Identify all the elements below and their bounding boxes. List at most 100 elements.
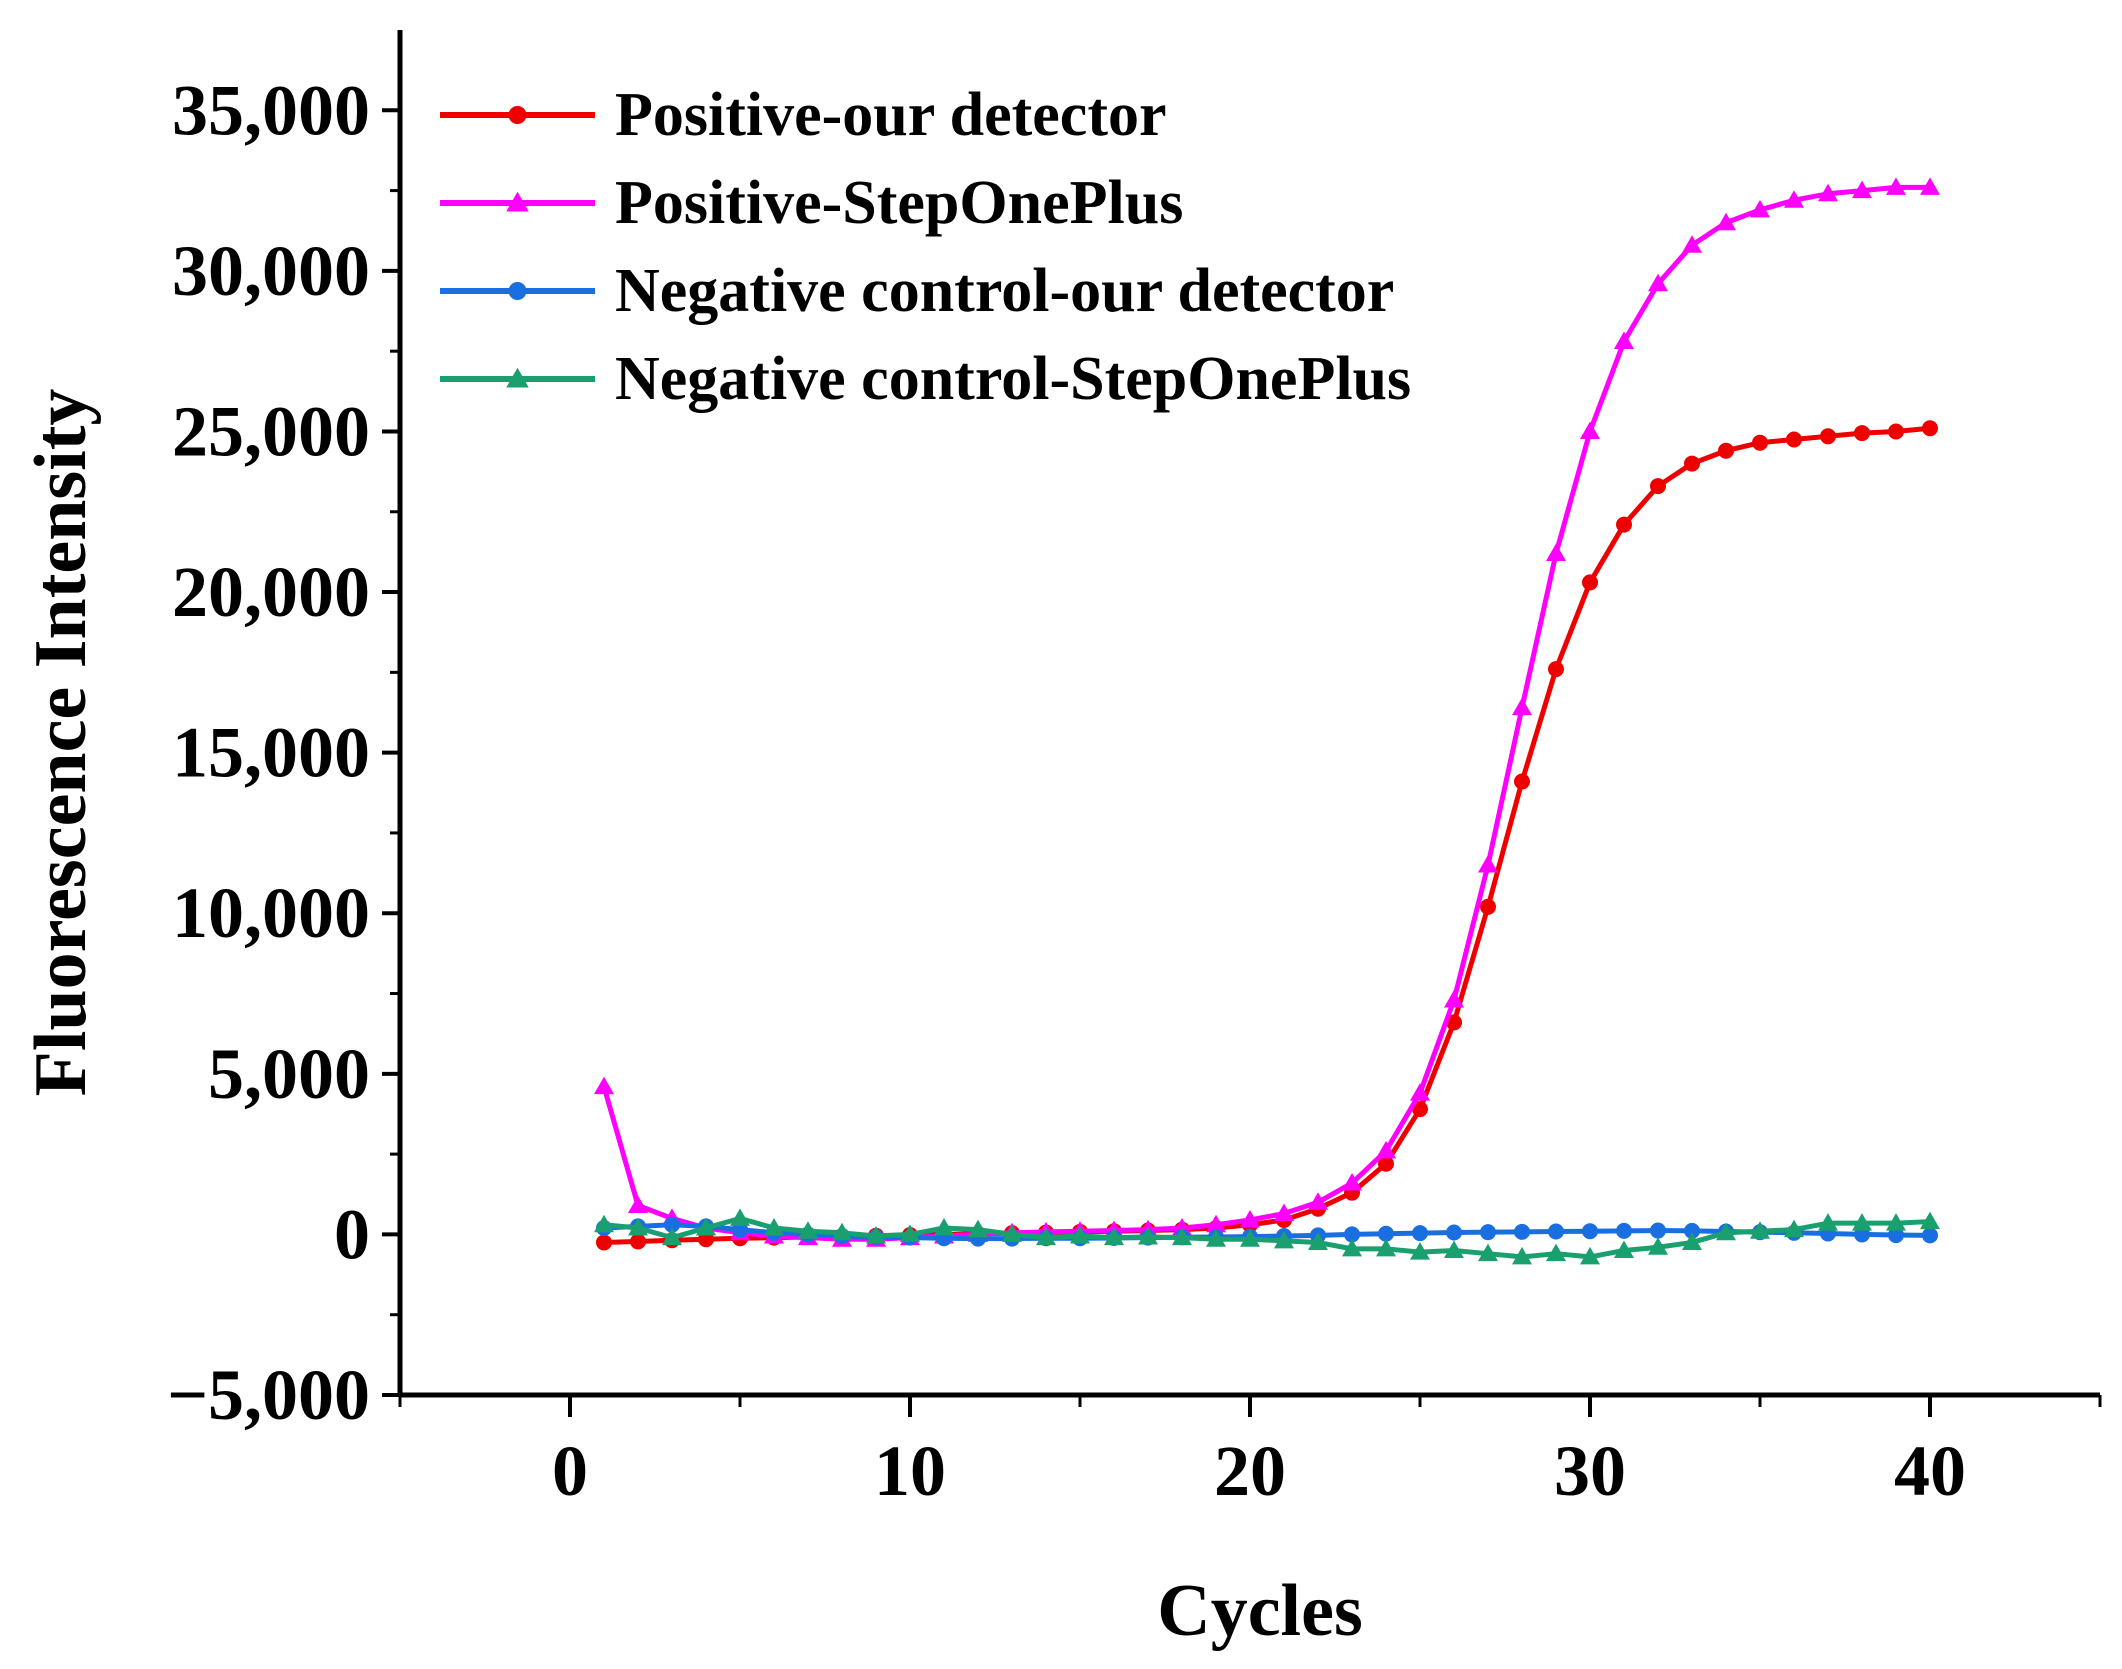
data-point: [900, 1224, 920, 1242]
data-point: [1852, 1213, 1872, 1231]
data-point: [1410, 1242, 1430, 1260]
data-point: [1036, 1227, 1056, 1246]
legend-item: Positive-our detector: [440, 81, 1167, 149]
data-point: [832, 1222, 852, 1241]
y-tick-label: 5,000: [208, 1034, 370, 1114]
data-point: [1650, 1222, 1666, 1239]
data-point: [1342, 1173, 1362, 1191]
data-point: [1546, 543, 1566, 562]
data-point: [508, 282, 527, 300]
data-point: [508, 106, 527, 124]
y-tick-label: 10,000: [172, 873, 370, 953]
data-point: [1410, 1083, 1430, 1101]
data-point: [1648, 273, 1668, 292]
data-point: [1750, 199, 1770, 218]
data-point: [1548, 1223, 1564, 1240]
data-point: [1580, 421, 1600, 439]
data-point: [1580, 1246, 1600, 1265]
data-point: [1784, 1219, 1804, 1238]
data-point: [1682, 235, 1702, 253]
x-axis-title: Cycles: [1157, 1570, 1363, 1652]
data-point: [1274, 1230, 1294, 1249]
data-point: [1480, 898, 1496, 915]
data-point: [934, 1217, 954, 1236]
data-point: [1308, 1232, 1328, 1250]
data-point: [1444, 1240, 1464, 1258]
data-point: [662, 1227, 682, 1246]
series-4: [594, 1208, 1940, 1265]
data-point: [1614, 331, 1634, 350]
data-point: [1478, 855, 1498, 873]
x-tick-label: 40: [1894, 1431, 1966, 1511]
data-point: [596, 1234, 612, 1251]
series-2: [594, 177, 1940, 1247]
y-tick-label: −5,000: [167, 1355, 370, 1435]
data-point: [594, 1214, 614, 1233]
data-point: [1922, 420, 1938, 437]
data-point: [730, 1208, 750, 1226]
series-layer: [594, 177, 1940, 1265]
data-point: [1548, 661, 1564, 678]
data-point: [1852, 180, 1872, 199]
data-point: [1376, 1140, 1396, 1159]
data-point: [1684, 455, 1700, 472]
data-point: [1344, 1226, 1360, 1243]
legend-label: Positive-our detector: [615, 81, 1167, 149]
data-point: [764, 1217, 784, 1236]
data-point: [1920, 177, 1940, 195]
data-point: [1512, 1246, 1532, 1265]
data-point: [594, 1076, 614, 1095]
data-point: [1886, 177, 1906, 195]
data-point: [628, 1217, 648, 1236]
data-point: [1888, 1227, 1904, 1244]
data-point: [1616, 516, 1632, 533]
data-point: [1480, 1224, 1496, 1241]
data-point: [1274, 1203, 1294, 1222]
data-point: [1412, 1101, 1428, 1118]
data-point: [1446, 1224, 1462, 1241]
data-point: [1820, 428, 1836, 445]
data-point: [1240, 1209, 1260, 1228]
y-tick-label: 0: [334, 1194, 370, 1274]
legend-item: Positive-StepOnePlus: [440, 169, 1183, 237]
data-point: [630, 1233, 646, 1250]
x-tick-label: 30: [1554, 1431, 1626, 1511]
data-point: [1582, 1223, 1598, 1240]
data-point: [628, 1195, 648, 1214]
legend-label: Negative control-StepOnePlus: [615, 345, 1411, 413]
legend-item: Negative control-our detector: [440, 257, 1394, 325]
data-point: [1684, 1222, 1700, 1239]
axes: −5,000 0 5,000 10,000 15,000 20,000 25,000 30,0…: [167, 30, 2102, 1511]
data-point: [1172, 1227, 1192, 1246]
data-point: [1650, 478, 1666, 495]
data-point: [1378, 1155, 1394, 1172]
data-point: [1478, 1243, 1498, 1262]
data-point: [1888, 423, 1904, 440]
y-tick-label: 30,000: [172, 231, 370, 311]
data-point: [1786, 431, 1802, 448]
series-line: [603, 425, 1931, 1245]
data-point: [1240, 1229, 1260, 1247]
data-point: [1750, 1221, 1770, 1239]
data-point: [1716, 212, 1736, 231]
data-point: [1582, 574, 1598, 591]
data-point: [1446, 1014, 1462, 1031]
data-point: [798, 1221, 818, 1239]
data-point: [1512, 697, 1532, 716]
data-point: [1444, 989, 1464, 1008]
legend-item: Negative control-StepOnePlus: [440, 345, 1411, 413]
data-point: [1818, 1213, 1838, 1231]
y-tick-label: 15,000: [172, 713, 370, 793]
data-point: [968, 1219, 988, 1238]
data-point: [1886, 1213, 1906, 1231]
data-point: [1718, 442, 1734, 459]
y-tick-label: 35,000: [172, 70, 370, 150]
data-point: [1412, 1225, 1428, 1242]
data-point: [1514, 1223, 1530, 1240]
data-point: [1922, 1227, 1938, 1244]
data-point: [664, 1216, 680, 1233]
legend-label: Negative control-our detector: [615, 257, 1394, 325]
data-point: [1854, 425, 1870, 442]
series-line: [603, 1222, 1931, 1242]
data-point: [1308, 1192, 1328, 1210]
